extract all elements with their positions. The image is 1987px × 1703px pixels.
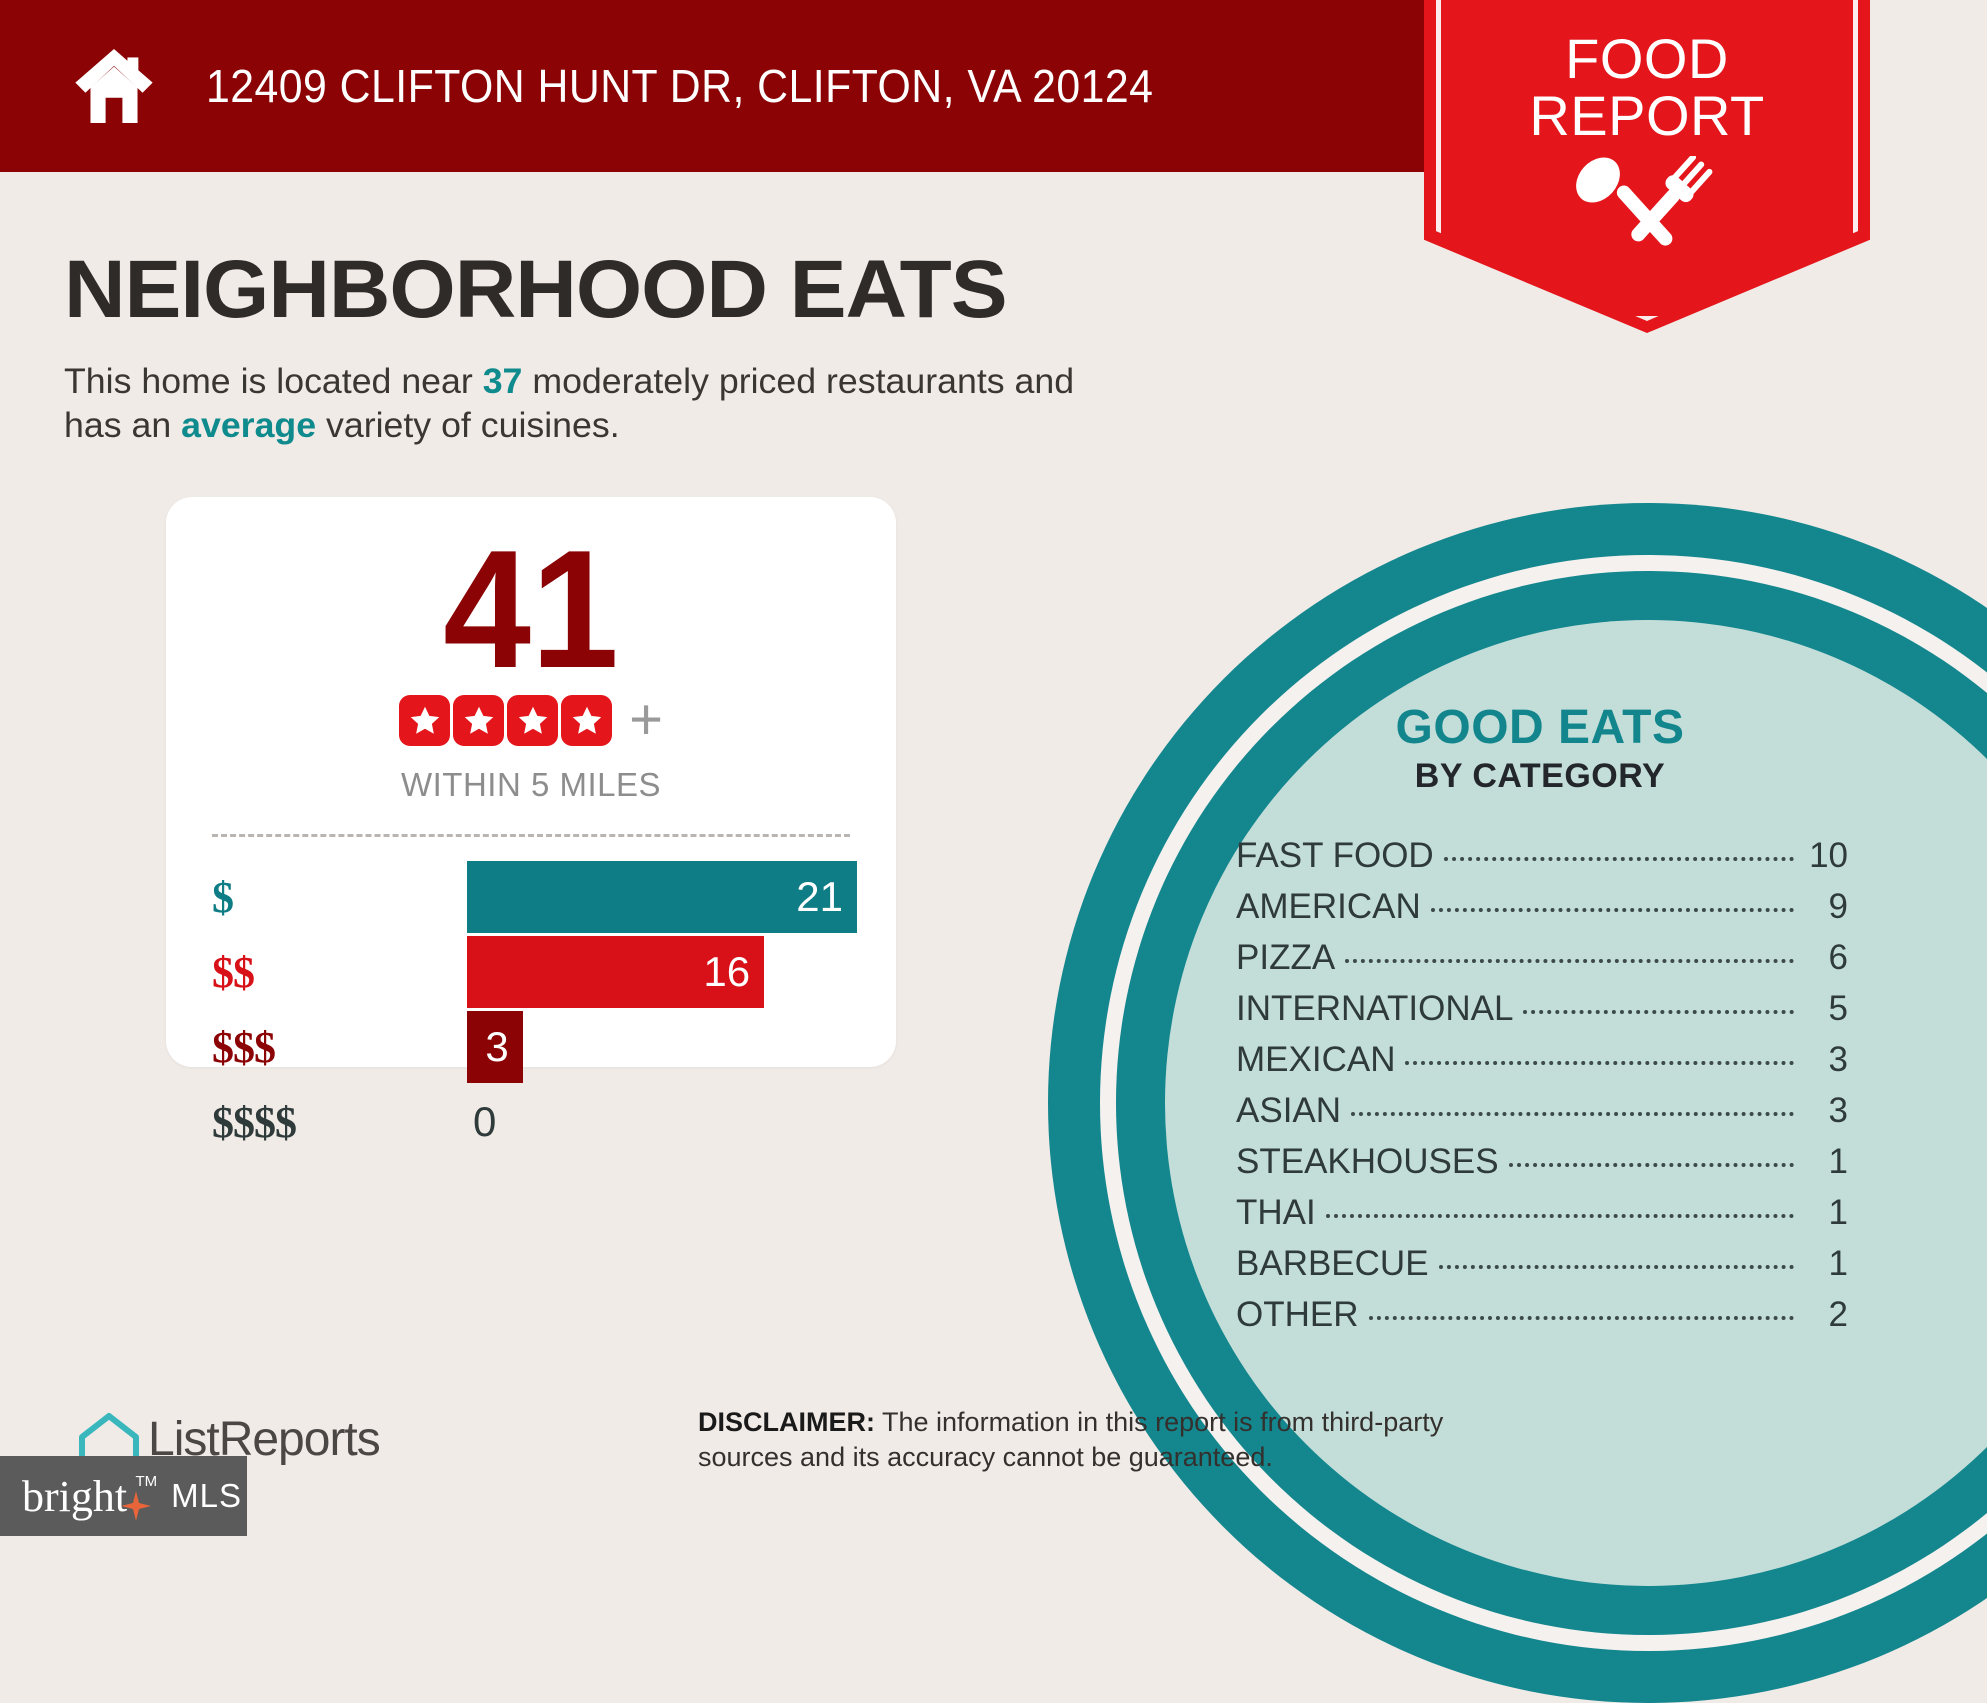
variety-level: average (181, 406, 317, 446)
page-subtitle: This home is located near 37 moderately … (64, 360, 1135, 448)
badge-line-2: REPORT (1529, 84, 1765, 148)
bar-area: 3 (467, 1011, 896, 1083)
subtitle-part-1: This home is located near (64, 362, 483, 401)
trademark-symbol: TM (135, 1472, 158, 1490)
star-icon (561, 695, 613, 746)
mls-text: MLS (171, 1477, 242, 1514)
leader-dots (1508, 1163, 1794, 1167)
price-row: $$ 16 (212, 936, 896, 1008)
category-row: INTERNATIONAL 5 (1236, 989, 1848, 1029)
category-count: 9 (1828, 887, 1848, 926)
price-tier-bar-chart: $ 21 $$ 16 $$$ 3 $$$$ 0 (166, 861, 896, 1158)
category-row: PIZZA 6 (1236, 938, 1848, 978)
star-rating: + (166, 687, 896, 753)
bright-wordmark: bright TM (22, 1471, 157, 1522)
badge-title: FOOD REPORT (1424, 0, 1870, 144)
star-icon (507, 695, 559, 746)
badge-line-1: FOOD (1565, 27, 1729, 90)
category-row: OTHER 2 (1236, 1295, 1848, 1335)
card-divider (212, 834, 850, 837)
leader-dots (1368, 1316, 1794, 1320)
bright-text: bright (22, 1471, 128, 1521)
disclaimer-label: DISCLAIMER: (698, 1407, 875, 1437)
leader-dots (1430, 908, 1794, 912)
disclaimer: DISCLAIMER: The information in this repo… (698, 1405, 1518, 1475)
header-address: 12409 CLIFTON HUNT DR, CLIFTON, VA 20124 (206, 60, 1154, 112)
category-name: THAI (1236, 1193, 1316, 1232)
category-name: STEAKHOUSES (1236, 1142, 1499, 1181)
leader-dots (1345, 959, 1794, 963)
category-name: AMERICAN (1236, 887, 1421, 926)
category-row: BARBECUE 1 (1236, 1244, 1848, 1284)
rating-plus-sign: + (629, 687, 663, 753)
category-count: 3 (1828, 1091, 1848, 1130)
price-bar: 21 (467, 861, 857, 933)
category-count: 2 (1828, 1295, 1848, 1334)
leader-dots (1438, 1265, 1794, 1269)
category-count: 3 (1828, 1040, 1848, 1079)
price-bar-zero-label: 0 (473, 1098, 497, 1145)
leader-dots (1405, 1061, 1794, 1065)
bright-mls-logo[interactable]: bright TM MLS (0, 1456, 247, 1536)
category-name: BARBECUE (1236, 1244, 1429, 1283)
category-list: FAST FOOD 10 AMERICAN 9 PIZZA 6 INTERNATIONAL 5… (1190, 836, 1890, 1335)
plate-face (1165, 620, 1987, 1586)
star-icon (453, 695, 505, 746)
category-name: OTHER (1236, 1295, 1359, 1334)
price-tier-label: $ (212, 872, 234, 922)
subtitle-part-3: variety of cuisines. (316, 406, 620, 446)
category-name: ASIAN (1236, 1091, 1342, 1130)
price-row: $$$ 3 (212, 1011, 896, 1083)
subtitle-part-2: moderately priced restaurants and has an (64, 362, 1075, 446)
category-name: INTERNATIONAL (1236, 989, 1514, 1028)
radius-label: WITHIN 5 MILES (400, 766, 662, 803)
category-row: AMERICAN 9 (1236, 887, 1848, 927)
bar-area: 16 (467, 936, 896, 1008)
category-count: 5 (1828, 989, 1848, 1028)
category-count: 6 (1828, 938, 1848, 977)
good-eats-panel: GOOD EATS BY CATEGORY FAST FOOD 10 AMERICA… (1190, 700, 1890, 1346)
good-eats-subtitle: BY CATEGORY (1414, 757, 1666, 795)
category-row: MEXICAN 3 (1236, 1040, 1848, 1080)
score-card: 41 + WITHIN 5 MILES $ 21 $$ 16 (166, 497, 896, 1147)
price-tier-label: $$$$ (212, 1097, 297, 1147)
category-row: THAI 1 (1236, 1193, 1848, 1233)
home-icon (75, 49, 153, 123)
header-banner: 12409 CLIFTON HUNT DR, CLIFTON, VA 20124 (0, 0, 1424, 172)
category-row: STEAKHOUSES 1 (1236, 1142, 1848, 1182)
category-name: MEXICAN (1236, 1040, 1396, 1079)
food-report-badge: FOOD REPORT (1424, 0, 1870, 333)
leader-dots (1351, 1112, 1794, 1116)
category-count: 1 (1828, 1244, 1848, 1283)
page-title: NEIGHBORHOOD EATS (64, 244, 1008, 335)
category-count: 1 (1828, 1193, 1848, 1232)
category-count: 1 (1828, 1142, 1848, 1181)
restaurant-count: 37 (482, 362, 523, 401)
category-row: ASIAN 3 (1236, 1091, 1848, 1131)
price-tier-label: $$ (212, 947, 255, 997)
bar-area: 0 (467, 1086, 896, 1158)
leader-dots (1325, 1214, 1794, 1218)
leader-dots (1443, 857, 1794, 861)
good-eats-title: GOOD EATS (1395, 701, 1685, 754)
price-tier-label: $$$ (212, 1022, 276, 1072)
score-value: 41 (443, 515, 619, 703)
leader-dots (1523, 1010, 1794, 1014)
category-row: FAST FOOD 10 (1236, 836, 1848, 876)
disclaimer-text: The information in this report is from t… (698, 1407, 1444, 1473)
price-row: $ 21 (212, 861, 896, 933)
price-row: $$$$ 0 (212, 1086, 896, 1158)
category-count: 10 (1809, 836, 1848, 875)
price-bar: 16 (467, 936, 765, 1008)
star-icon (399, 695, 451, 746)
price-bar: 3 (467, 1011, 523, 1083)
spark-icon (121, 1490, 152, 1521)
category-name: FAST FOOD (1236, 836, 1434, 875)
spoon-fork-icon (1576, 154, 1713, 246)
bar-area: 21 (467, 861, 896, 933)
category-name: PIZZA (1236, 938, 1336, 977)
